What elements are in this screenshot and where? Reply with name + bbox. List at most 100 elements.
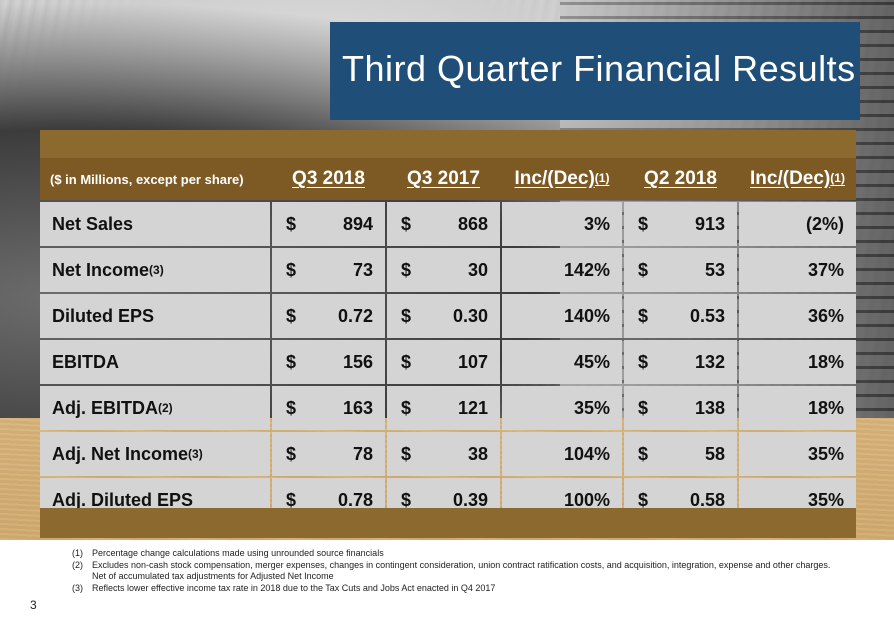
currency-symbol: $ xyxy=(286,489,297,510)
row-label: Adj. EBITDA (2) xyxy=(52,397,173,418)
cell-background xyxy=(272,202,385,246)
cell-background xyxy=(739,386,856,430)
footer-band xyxy=(0,540,894,635)
cell-q3-2017: 0.30 xyxy=(452,305,488,326)
cell-inc2: 35% xyxy=(807,489,844,510)
currency-symbol: $ xyxy=(401,259,412,280)
footnote-3: (3) Reflects lower effective income tax r… xyxy=(72,582,496,593)
cell-background xyxy=(502,294,622,338)
footnote-1: (1) Percentage change calculations made u… xyxy=(72,548,384,558)
cell-inc1: 3% xyxy=(583,213,610,234)
cell-q3-2017: 0.39 xyxy=(452,489,488,510)
cell-background xyxy=(624,386,737,430)
currency-symbol: $ xyxy=(286,305,297,326)
cell-q3-2017: 121 xyxy=(457,397,488,418)
cell-inc1: 100% xyxy=(563,489,610,510)
table-row: Adj. Net Income (3) $78 $38 104% $58 35% xyxy=(40,432,856,476)
table-row: Adj. EBITDA (2) $163 $121 35% $138 18% xyxy=(40,386,856,430)
financial-results-table: ($ in Millions, except per share) Q3 201… xyxy=(40,130,856,538)
currency-symbol: $ xyxy=(401,351,412,372)
cell-q2-2018: 138 xyxy=(694,397,725,418)
cell-q3-2017: 868 xyxy=(457,213,488,234)
row-label: Diluted EPS xyxy=(52,305,155,326)
cell-background xyxy=(40,386,270,430)
cell-background xyxy=(40,248,270,292)
currency-symbol: $ xyxy=(286,443,297,464)
cell-background xyxy=(502,248,622,292)
cell-background xyxy=(272,294,385,338)
cell-background xyxy=(624,294,737,338)
cell-inc2: 35% xyxy=(807,443,844,464)
currency-symbol: $ xyxy=(638,443,649,464)
cell-background xyxy=(739,248,856,292)
col-header-inc-dec-2: Inc/(Dec) (1) xyxy=(750,168,845,189)
cell-inc2: 36% xyxy=(807,305,844,326)
cell-background xyxy=(40,294,270,338)
cell-inc2: 18% xyxy=(807,351,844,372)
currency-symbol: $ xyxy=(638,489,649,510)
currency-symbol: $ xyxy=(401,489,412,510)
cell-inc1: 35% xyxy=(573,397,610,418)
table-top-bar xyxy=(40,130,856,158)
cell-background xyxy=(624,202,737,246)
cell-q3-2017: 107 xyxy=(457,351,488,372)
cell-background xyxy=(624,432,737,476)
currency-symbol: $ xyxy=(286,259,297,280)
cell-background xyxy=(387,202,500,246)
footnotes: (1) Percentage change calculations made u… xyxy=(72,548,832,594)
cell-q2-2018: 58 xyxy=(704,443,725,464)
cell-background xyxy=(387,294,500,338)
currency-symbol: $ xyxy=(638,351,649,372)
col-header-inc-dec-1: Inc/(Dec) (1) xyxy=(514,168,610,189)
currency-symbol: $ xyxy=(286,351,297,372)
cell-q2-2018: 0.58 xyxy=(689,489,725,510)
row-label: EBITDA xyxy=(52,351,119,372)
row-label: Net Sales xyxy=(52,213,134,234)
cell-q3-2018: 73 xyxy=(352,259,373,280)
cell-background xyxy=(387,432,500,476)
cell-background xyxy=(272,386,385,430)
cell-background xyxy=(624,340,737,384)
table-header-row: ($ in Millions, except per share) Q3 201… xyxy=(40,158,856,200)
cell-background xyxy=(739,432,856,476)
cell-q3-2017: 30 xyxy=(467,259,488,280)
cell-inc1: 104% xyxy=(563,443,610,464)
cell-background xyxy=(387,248,500,292)
cell-q3-2018: 78 xyxy=(352,443,373,464)
cell-q3-2018: 894 xyxy=(342,213,373,234)
currency-symbol: $ xyxy=(286,213,297,234)
cell-inc1: 45% xyxy=(573,351,610,372)
cell-background xyxy=(739,294,856,338)
cell-inc1: 140% xyxy=(563,305,610,326)
title-box: Third Quarter Financial Results xyxy=(330,22,860,120)
table-bottom-bar xyxy=(40,508,856,538)
cell-q3-2018: 0.72 xyxy=(337,305,373,326)
cell-background xyxy=(739,202,856,246)
cell-background xyxy=(502,340,622,384)
currency-symbol: $ xyxy=(638,213,649,234)
cell-background xyxy=(387,386,500,430)
cell-inc2: (2%) xyxy=(805,213,844,234)
table-row: Diluted EPS $0.72 $0.30 140% $0.53 36% xyxy=(40,294,856,338)
cell-inc2: 37% xyxy=(807,259,844,280)
row-label: Adj. Net Income (3) xyxy=(52,443,203,464)
col-header-q3-2017: Q3 2017 xyxy=(407,168,480,189)
cell-background xyxy=(387,340,500,384)
row-label: Adj. Diluted EPS xyxy=(52,489,194,510)
cell-q3-2018: 156 xyxy=(342,351,373,372)
page-number: 3 xyxy=(30,598,37,612)
unit-label: ($ in Millions, except per share) xyxy=(50,171,244,187)
currency-symbol: $ xyxy=(638,259,649,280)
cell-inc2: 18% xyxy=(807,397,844,418)
currency-symbol: $ xyxy=(401,397,412,418)
cell-background xyxy=(502,202,622,246)
cell-background xyxy=(272,248,385,292)
col-header-q2-2018: Q2 2018 xyxy=(644,168,717,189)
cell-background xyxy=(40,432,270,476)
footnote-2: (2) Excludes non-cash stock compensation,… xyxy=(72,559,831,582)
cell-background xyxy=(272,340,385,384)
currency-symbol: $ xyxy=(401,305,412,326)
currency-symbol: $ xyxy=(638,397,649,418)
cell-background xyxy=(624,248,737,292)
cell-q2-2018: 0.53 xyxy=(689,305,725,326)
